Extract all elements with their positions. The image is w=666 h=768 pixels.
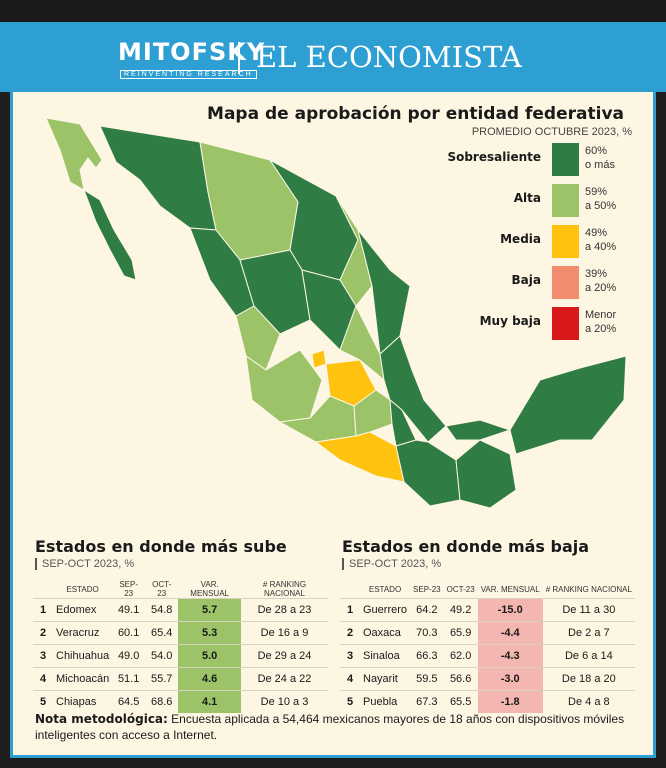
map-region-chiapas	[455, 439, 517, 509]
col-sep: SEP-23	[413, 584, 441, 594]
legend-swatch-sobresaliente	[552, 143, 579, 176]
col-rank	[33, 580, 53, 599]
col-estado: ESTADO	[368, 584, 402, 594]
table-row: 2 Oaxaca 70.3 65.9 -4.4 De 2 a 7	[340, 621, 635, 645]
methodology-note-label: Nota metodológica:	[35, 712, 168, 726]
methodology-note-text: Encuesta aplicada a 54,464 mexicanos may…	[35, 712, 625, 742]
map-region-jalisco	[245, 349, 323, 423]
col-estado: ESTADO	[66, 584, 99, 594]
col-oct: OCT-23	[446, 584, 475, 594]
table-row: 1 Guerrero 64.2 49.2 -15.0 De 11 a 30	[340, 598, 635, 622]
table-row: 4 Michoacán 51.1 55.7 4.6 De 24 a 22	[33, 667, 328, 691]
mexico-map	[45, 117, 627, 509]
legend-label-sobresaliente: Sobresaliente	[447, 150, 541, 164]
legend-swatch-media	[552, 225, 579, 258]
col-ranking: # RANKING NACIONAL	[545, 584, 632, 594]
col-var: VAR. MENSUAL	[480, 584, 540, 594]
map-region-aguascalientes	[311, 349, 327, 369]
sube-table: ESTADO SEP-23 OCT-23 VAR. MENSUAL # RANK…	[33, 580, 328, 713]
sube-title: Estados en donde más sube	[35, 537, 287, 556]
top-bar	[0, 0, 666, 22]
col-oct: OCT-23	[152, 580, 172, 598]
table-row: 3 Sinaloa 66.3 62.0 -4.3 De 6 a 14	[340, 644, 635, 668]
map-region-nayarit	[235, 305, 281, 371]
legend-range-baja: 39% a 20%	[585, 268, 617, 294]
map-region-veracruz	[379, 335, 447, 443]
baja-table: ESTADO SEP-23 OCT-23 VAR. MENSUAL # RANK…	[340, 580, 635, 713]
header-banner	[0, 22, 666, 92]
table-row: 3 Chihuahua 49.0 54.0 5.0 De 29 a 24	[33, 644, 328, 668]
map-region-oaxaca	[395, 439, 461, 507]
col-var: VAR. MENSUAL	[190, 580, 229, 598]
table-row: 5 Chiapas 64.5 68.6 4.1 De 10 a 3	[33, 690, 328, 713]
sube-header-row: ESTADO SEP-23 OCT-23 VAR. MENSUAL # RANK…	[33, 580, 328, 599]
el-economista-logo: EL ECONOMISTA	[256, 40, 522, 74]
legend-label-media: Media	[500, 232, 541, 246]
methodology-note: Nota metodológica: Encuesta aplicada a 5…	[35, 711, 635, 743]
mitofsky-tagline: REINVENTING RESEARCH	[120, 70, 257, 79]
legend-label-baja: Baja	[511, 273, 541, 287]
map-subtitle: PROMEDIO OCTUBRE 2023, %	[471, 126, 632, 138]
col-sep: SEP-23	[119, 580, 138, 598]
legend-label-alta: Alta	[513, 191, 541, 205]
legend-range-sobresaliente: 60% o más	[585, 145, 615, 171]
table-row: 5 Puebla 67.3 65.5 -1.8 De 4 a 8	[340, 690, 635, 713]
map-title: Mapa de aprobación por entidad federativ…	[207, 104, 624, 124]
legend-swatch-muy-baja	[552, 307, 579, 340]
table-row: 4 Nayarit 59.5 56.6 -3.0 De 18 a 20	[340, 667, 635, 691]
baja-header-row: ESTADO SEP-23 OCT-23 VAR. MENSUAL # RANK…	[340, 580, 635, 599]
col-ranking: # RANKING NACIONAL	[262, 580, 307, 598]
legend-label-muy-baja: Muy baja	[479, 314, 541, 328]
legend-range-alta: 59% a 50%	[585, 186, 617, 212]
legend-range-muy-baja: Menor a 20%	[585, 309, 617, 335]
table-row: 1 Edomex 49.1 54.8 5.7 De 28 a 23	[33, 598, 328, 622]
legend-swatch-baja	[552, 266, 579, 299]
logo-divider	[238, 42, 240, 74]
map-region-baja-california	[45, 117, 103, 191]
mitofsky-logo: MITOFSKY	[118, 38, 266, 66]
legend-range-media: 49% a 40%	[585, 227, 617, 253]
sube-subtitle: SEP-OCT 2023, %	[35, 558, 134, 570]
col-rank	[340, 580, 360, 599]
table-row: 2 Veracruz 60.1 65.4 5.3 De 16 a 9	[33, 621, 328, 645]
baja-title: Estados en donde más baja	[342, 537, 590, 556]
map-region-baja-california-sur	[83, 188, 137, 281]
map-region-sonora	[99, 125, 217, 231]
baja-subtitle: SEP-OCT 2023, %	[342, 558, 441, 570]
legend-swatch-alta	[552, 184, 579, 217]
map-region-yucatan-peninsula	[509, 355, 627, 455]
map-region-tabasco	[445, 419, 512, 441]
